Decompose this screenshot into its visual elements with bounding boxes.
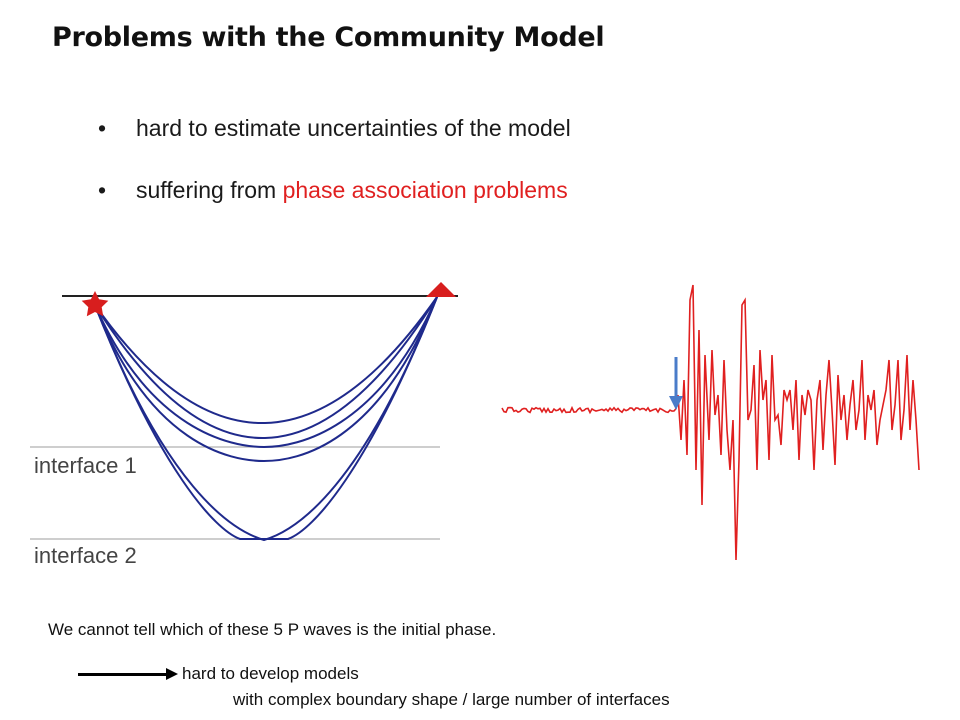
bullet-item-uncertainty: • hard to estimate uncertainties of the m… [98, 115, 571, 142]
bullet-prefix-text: suffering from [136, 177, 283, 203]
seismogram-waveform [501, 284, 920, 561]
arrow-right-icon [166, 668, 178, 680]
interface-2-label: interface 2 [34, 543, 137, 568]
bullet-text: hard to estimate uncertainties of the mo… [136, 115, 571, 141]
star-icon [81, 291, 109, 317]
ray-path-2 [94, 296, 438, 439]
ray-path-3 [94, 296, 438, 449]
pick-arrow-icon [669, 396, 683, 410]
ray-path-4 [94, 296, 438, 463]
conclusion-line-2: with complex boundary shape / large numb… [233, 690, 670, 709]
interface-1-label: interface 1 [34, 453, 137, 478]
triangle-icon [426, 282, 456, 297]
caption-text: We cannot tell which of these 5 P waves … [48, 620, 497, 639]
bullet-glyph: • [98, 177, 107, 203]
ray-path-6 [94, 296, 438, 542]
ray-path-5 [94, 296, 438, 540]
ray-path-diagram: interface 1 interface 2 [30, 282, 458, 568]
slide-title: Problems with the Community Model [52, 22, 605, 53]
bullet-glyph: • [98, 115, 107, 141]
conclusion-line-1: hard to develop models [182, 664, 359, 683]
bullet-highlight-text: phase association problems [282, 177, 568, 203]
arrow-icon-line [78, 673, 168, 676]
ray-path-1 [94, 296, 438, 424]
ray-paths [94, 296, 438, 542]
seismogram-figure [501, 284, 920, 561]
bullet-item-phase-association: • suffering from phase association proble… [98, 177, 568, 204]
